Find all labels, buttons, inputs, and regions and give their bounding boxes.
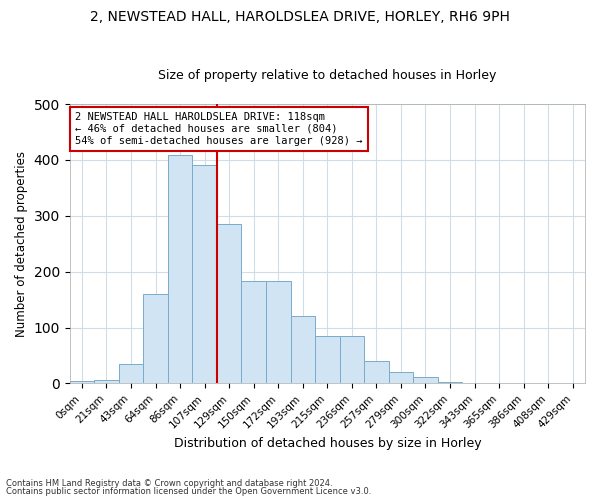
- Bar: [438, 382, 462, 384]
- Bar: [119, 364, 143, 384]
- Bar: [193, 166, 217, 384]
- Bar: [315, 336, 340, 384]
- Bar: [290, 316, 315, 384]
- Title: Size of property relative to detached houses in Horley: Size of property relative to detached ho…: [158, 69, 497, 82]
- Text: 2 NEWSTEAD HALL HAROLDSLEA DRIVE: 118sqm
← 46% of detached houses are smaller (8: 2 NEWSTEAD HALL HAROLDSLEA DRIVE: 118sqm…: [75, 112, 362, 146]
- Bar: [94, 380, 119, 384]
- Bar: [266, 281, 290, 384]
- Bar: [364, 361, 389, 384]
- Bar: [389, 372, 413, 384]
- Bar: [241, 281, 266, 384]
- Y-axis label: Number of detached properties: Number of detached properties: [15, 150, 28, 336]
- Bar: [70, 381, 94, 384]
- Text: Contains public sector information licensed under the Open Government Licence v3: Contains public sector information licen…: [6, 487, 371, 496]
- Bar: [340, 336, 364, 384]
- Bar: [462, 383, 487, 384]
- Bar: [217, 224, 241, 384]
- Bar: [143, 294, 168, 384]
- Text: Contains HM Land Registry data © Crown copyright and database right 2024.: Contains HM Land Registry data © Crown c…: [6, 478, 332, 488]
- X-axis label: Distribution of detached houses by size in Horley: Distribution of detached houses by size …: [173, 437, 481, 450]
- Text: 2, NEWSTEAD HALL, HAROLDSLEA DRIVE, HORLEY, RH6 9PH: 2, NEWSTEAD HALL, HAROLDSLEA DRIVE, HORL…: [90, 10, 510, 24]
- Bar: [413, 378, 438, 384]
- Bar: [168, 156, 193, 384]
